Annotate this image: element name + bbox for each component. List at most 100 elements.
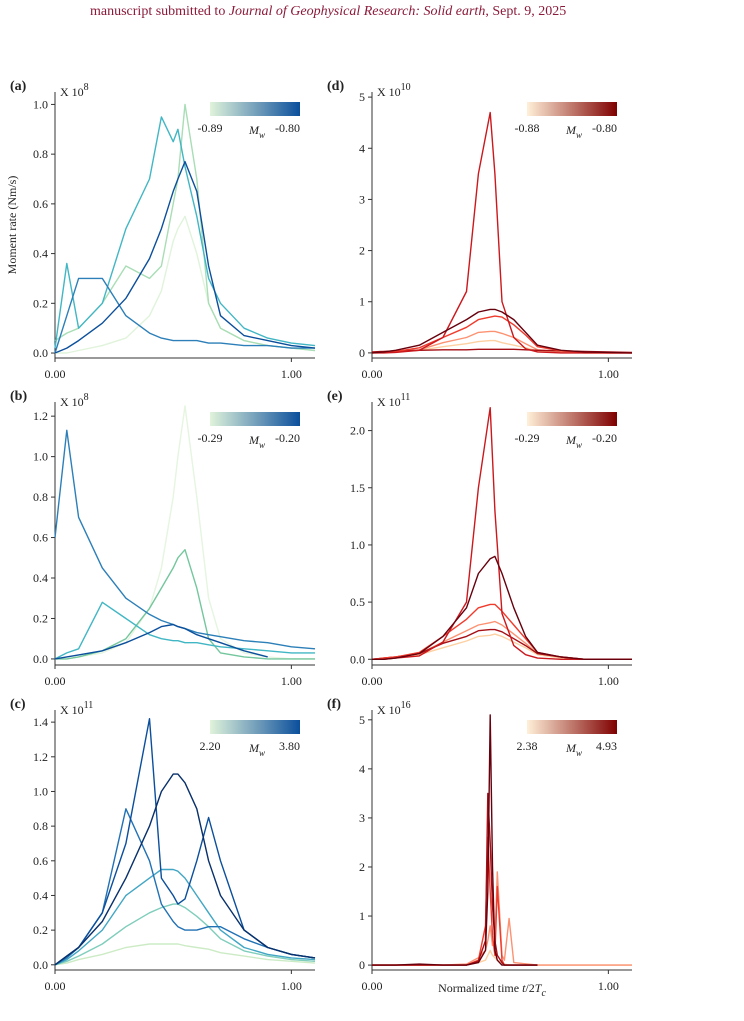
colorbar-tick-label: -0.20	[275, 431, 300, 445]
y-tick-label: 1	[359, 295, 365, 309]
colorbar-tick-label: -0.80	[275, 121, 300, 135]
y-tick-label: 0.4	[33, 247, 48, 261]
subscript: w	[576, 130, 582, 140]
colorbar-label: Mw	[248, 123, 265, 140]
panel-label: (f)	[327, 697, 341, 712]
y-tick-label: 0.6	[33, 197, 48, 211]
colorbar-tick-label: 2.38	[517, 739, 538, 753]
scale-label: X 1016	[377, 700, 411, 717]
y-tick-label: 1.2	[33, 409, 48, 423]
series-line	[54, 103, 316, 352]
x-tick-label: 1.00	[598, 367, 619, 381]
x-label-part: t	[522, 981, 526, 995]
y-tick-label: 0.8	[33, 147, 48, 161]
x-tick-label: 1.00	[281, 367, 302, 381]
series-line	[55, 215, 316, 354]
x-tick-label: 0.00	[45, 367, 66, 381]
series-line	[54, 718, 316, 966]
scale-exponent: 16	[401, 700, 411, 711]
series-line	[54, 160, 316, 354]
y-tick-label: 0.8	[33, 819, 48, 833]
y-tick-label: 0.4	[33, 888, 48, 902]
colorbar-label: Mw	[565, 123, 582, 140]
x-axis-label: Normalized time t/2Tc	[438, 981, 546, 999]
colorbar-tick-label: -0.29	[515, 431, 540, 445]
scale-exponent: 11	[84, 700, 94, 711]
x-tick-label: 0.00	[362, 979, 383, 993]
y-tick-label: 0.0	[33, 958, 48, 972]
scale-exponent: 10	[401, 82, 411, 93]
colorbar	[527, 102, 617, 116]
colorbar	[210, 720, 300, 734]
panel-label: (e)	[327, 389, 343, 404]
y-tick-label: 5	[359, 713, 365, 727]
series-line	[54, 623, 268, 660]
panel-label: (c)	[10, 697, 26, 712]
y-axis-label: Moment rate (Nm/s)	[5, 176, 19, 275]
x-label-part: c	[541, 988, 546, 999]
y-tick-label: 0.2	[33, 923, 48, 937]
y-tick-label: 0.0	[350, 652, 365, 666]
x-tick-label: 0.00	[45, 674, 66, 688]
colorbar-label: Mw	[248, 433, 265, 450]
colorbar-label: Mw	[565, 741, 582, 758]
y-tick-label: 0.0	[33, 346, 48, 360]
colorbar	[527, 720, 617, 734]
subscript: w	[576, 748, 582, 758]
y-tick-label: 0.8	[33, 490, 48, 504]
y-tick-label: 3	[359, 811, 365, 825]
y-tick-label: 1.0	[33, 784, 48, 798]
series-line	[371, 308, 633, 354]
y-tick-label: 2	[359, 860, 365, 874]
x-tick-label: 0.00	[362, 367, 383, 381]
scale-label: X 1011	[377, 392, 410, 409]
scale-label: X 1010	[377, 82, 411, 99]
y-tick-label: 4	[359, 762, 365, 776]
y-tick-label: 0.6	[33, 531, 48, 545]
y-tick-label: 2	[359, 244, 365, 258]
scale-base: X 10	[60, 395, 84, 409]
series-line	[372, 792, 538, 966]
colorbar-tick-label: -0.20	[592, 431, 617, 445]
y-tick-label: 1.2	[33, 750, 48, 764]
y-tick-label: 1.0	[350, 538, 365, 552]
x-label-part: Normalized time	[438, 981, 522, 995]
scale-base: X 10	[60, 703, 84, 717]
journal: Journal of Geophysical Research: Solid e…	[228, 4, 486, 19]
scale-exponent: 8	[84, 82, 89, 93]
symbol: M	[248, 741, 260, 755]
x-tick-label: 1.00	[598, 979, 619, 993]
series-line	[54, 808, 316, 966]
symbol: M	[248, 433, 260, 447]
subscript: w	[259, 748, 265, 758]
colorbar-tick-label: 2.20	[200, 739, 221, 753]
series-line	[54, 429, 316, 650]
y-tick-label: 5	[359, 90, 365, 104]
x-tick-label: 1.00	[281, 979, 302, 993]
y-tick-label: 0.0	[33, 652, 48, 666]
y-tick-label: 0.2	[33, 611, 48, 625]
scale-exponent: 11	[401, 392, 411, 403]
panel-label: (a)	[10, 79, 27, 94]
series-line	[372, 111, 632, 354]
colorbar-tick-label: -0.29	[198, 431, 223, 445]
y-tick-label: 1.5	[350, 481, 365, 495]
symbol: M	[565, 123, 577, 137]
colorbar-label: Mw	[565, 433, 582, 450]
symbol: M	[565, 433, 577, 447]
header: manuscript submitted to Journal of Geoph…	[90, 4, 566, 20]
subscript: w	[259, 130, 265, 140]
series-line	[54, 601, 315, 660]
y-tick-label: 2.0	[350, 424, 365, 438]
series-line	[54, 943, 316, 966]
symbol: M	[565, 741, 577, 755]
colorbar	[527, 412, 617, 426]
scale-base: X 10	[377, 85, 401, 99]
scale-label: X 108	[60, 392, 89, 409]
colorbar-tick-label: -0.80	[592, 121, 617, 135]
symbol: M	[248, 123, 260, 137]
y-tick-label: 0.4	[33, 571, 48, 585]
header-text: manuscript submitted to	[90, 4, 229, 19]
